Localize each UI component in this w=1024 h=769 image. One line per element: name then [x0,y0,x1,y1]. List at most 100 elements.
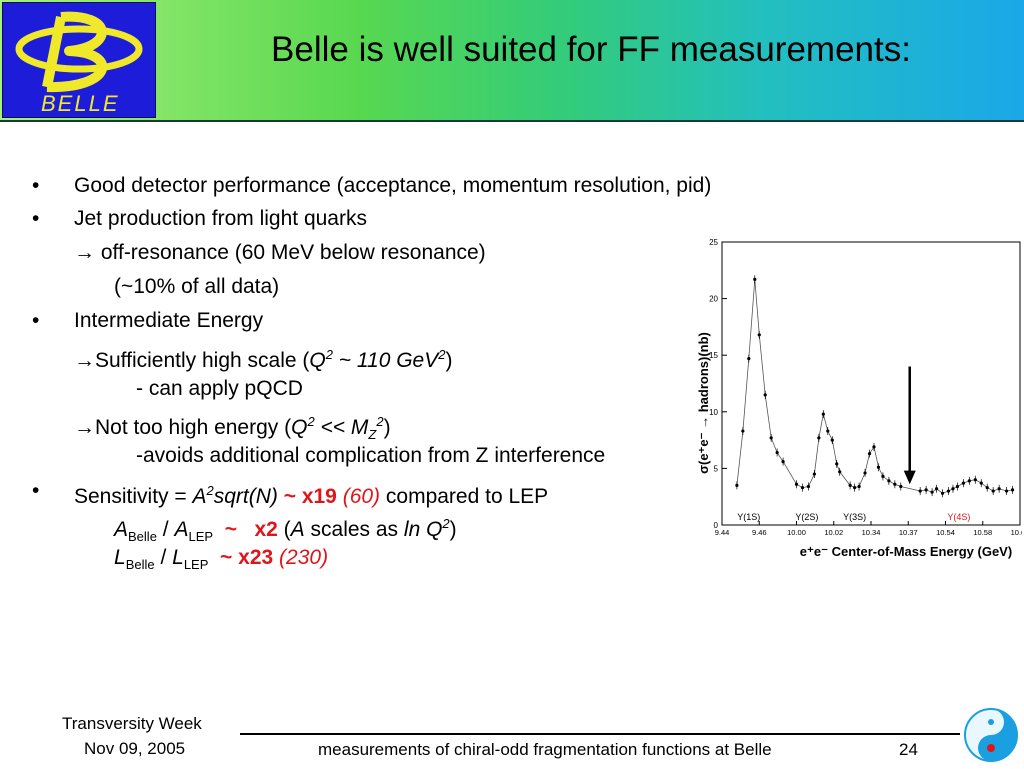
sub-item-note: (~10% of all data) [114,275,280,298]
data-point [853,486,857,490]
y-tick-label: 5 [714,464,719,473]
ratio-text: ln Q [403,518,443,541]
data-point [893,482,897,486]
sub-text: 2 [376,414,384,429]
data-point [753,277,757,281]
data-point [830,438,834,442]
data-point [967,479,971,483]
data-point [872,445,876,449]
y-tick-label: 20 [709,295,718,304]
x-tick-label: 10.00 [787,528,806,537]
data-point [838,470,842,474]
x-axis-label: e⁺e⁻ Center-of-Mass Energy (GeV) [800,544,1012,559]
bullet-text: A [192,485,207,508]
data-point [781,460,785,464]
x-tick-label: 9.46 [752,528,767,537]
ratio-text: scales as [304,518,404,541]
bullet-text: Sensitivity = [74,485,193,508]
sub-text: Q [291,416,308,439]
y-axis-label: σ(e⁺e⁻ → hadrons)(nb) [696,332,711,474]
ratio-text: A [114,518,129,541]
data-point [857,484,861,489]
yin-yang-logo-icon [962,706,1020,764]
sub-text: ) [445,349,453,372]
data-point [876,465,881,469]
ratio-text: Belle [128,529,157,545]
sub-text: << M [314,416,369,439]
belle-logo: BELLE [2,2,156,118]
ratio-text: 2 [442,516,450,531]
right-arrow-icon: → [74,349,95,372]
bullet-text: sqrt(N) [213,485,278,508]
sub-text: Q [309,349,326,372]
y-tick-label: 10 [709,408,718,417]
sub-text: 2 [307,414,315,429]
y-tick-label: 25 [709,238,718,247]
ratio-text: / [154,546,173,569]
bullet-text: compared to LEP [380,485,549,508]
ratio-line: LBelle / LLEP ~ x23 (230) [114,546,328,577]
data-point [826,429,830,433]
ratio-value: ~ x2 [213,518,278,541]
data-point [979,481,983,485]
sub-item-note: - can apply pQCD [136,377,303,400]
bullet-text: 2 [206,483,214,498]
footer-event: Transversity Week [62,714,202,733]
resonance-label: Υ(1S) [737,512,760,522]
ratio-text: ) [449,518,457,541]
bullet-dot: • [32,174,40,197]
slide-header: BELLE Belle is well suited for FF measur… [0,0,1024,122]
y-tick-label: 0 [714,521,719,530]
x-tick-label: 10.34 [862,528,881,537]
bullet-dot: • [32,207,40,230]
sensitivity-value: ~ x19 [277,485,337,508]
x-tick-label: 10.62 [1011,528,1022,537]
data-point [806,484,811,489]
x-tick-label: 10.54 [936,528,955,537]
data-point [940,491,945,495]
data-point [775,450,779,455]
right-arrow-icon: → [74,416,95,439]
slide-title: Belle is well suited for FF measurements… [271,30,911,69]
data-point [769,436,773,440]
data-point [881,474,885,478]
ratio-line: ABelle / ALEP ~ x2 (A scales as ln Q2) [114,512,457,549]
ratio-text: LEP [183,557,209,573]
data-point [1010,488,1015,492]
data-point [930,490,934,494]
data-point [794,482,799,486]
sub-text: ~ 110 GeV [332,349,439,372]
data-point [918,489,922,493]
data-point [867,452,872,456]
data-point [757,333,761,337]
bullet-text: Intermediate Energy [74,309,264,332]
data-point [812,472,816,476]
ratio-text: / [156,518,175,541]
data-point [887,479,891,483]
data-point [835,462,839,466]
bullet-text: Good detector performance (acceptance, m… [74,174,712,197]
data-point [1004,489,1009,493]
data-point [985,486,989,490]
sub-item-note: -avoids additional complication from Z i… [136,444,606,467]
arrow-head [903,470,916,485]
x-tick-label: 10.58 [973,528,992,537]
page-number: 24 [899,740,918,759]
data-point [735,483,739,487]
x-tick-label: 9.44 [715,528,730,537]
bullet-dot: • [32,309,40,332]
sub-text: off-resonance (60 MeV below resonance) [100,241,486,264]
ratio-value: (230) [273,546,329,569]
resonance-label: Υ(4S) [947,512,970,522]
logo-text: BELLE [41,91,120,116]
fit-curve [736,279,1013,494]
sub-item: → off-resonance (60 MeV below resonance) [74,241,486,265]
data-point [863,471,867,475]
x-tick-label: 10.02 [824,528,843,537]
data-point [800,486,805,490]
data-point [924,488,928,492]
ratio-text: L [114,546,126,569]
data-point [934,487,939,491]
sub-text: Not too high energy ( [95,416,292,439]
